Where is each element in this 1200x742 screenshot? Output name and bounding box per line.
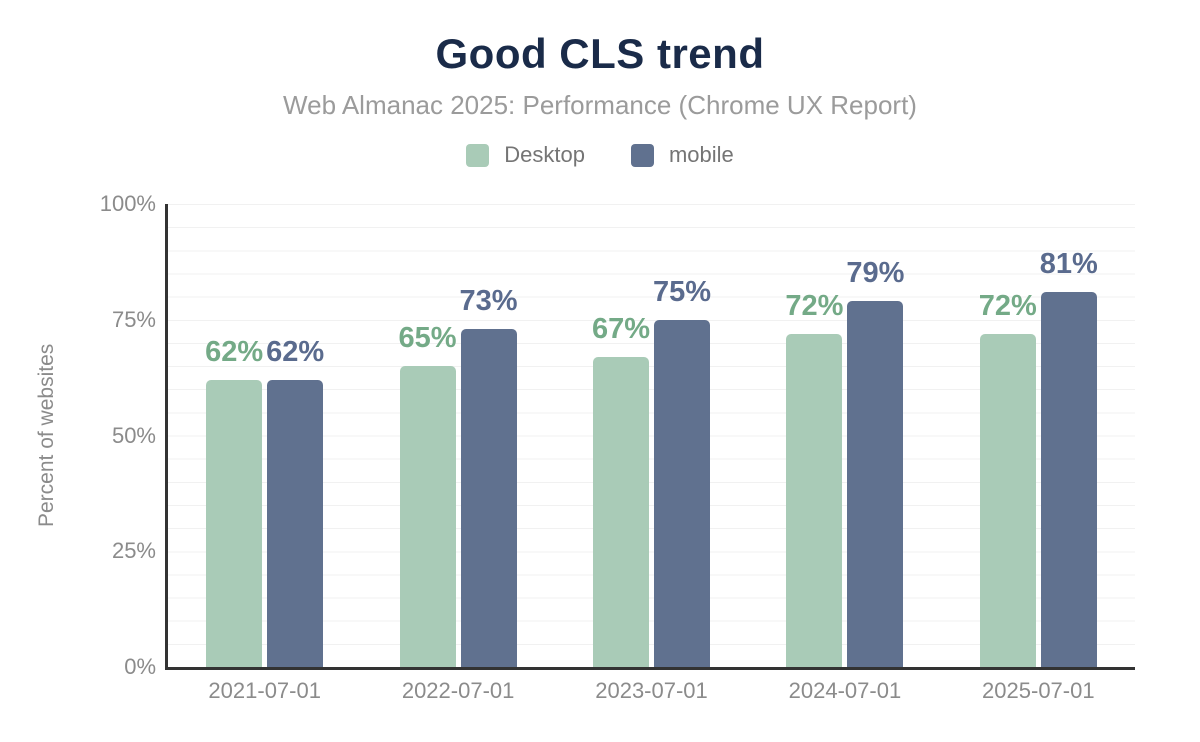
bar-mobile-2021-07-01[interactable]: 62% bbox=[266, 336, 324, 667]
y-axis-tick: 100% bbox=[99, 191, 156, 216]
legend-label: Desktop bbox=[504, 142, 585, 167]
chart-title: Good CLS trend bbox=[435, 30, 765, 77]
bar-value-label: 65% bbox=[398, 322, 457, 355]
x-axis-ticks: 2021-07-01 2022-07-01 2023-07-01 2024-07-01… bbox=[168, 678, 1135, 704]
legend-label: mobile bbox=[668, 142, 734, 167]
bar-mobile-2023-07-01[interactable]: 75% bbox=[653, 276, 711, 667]
legend-item-mobile[interactable]: mobile bbox=[630, 142, 734, 168]
y-axis-title: Percent of websites bbox=[35, 343, 58, 528]
bar-mobile-2025-07-01[interactable]: 81% bbox=[1040, 248, 1098, 667]
bar-group-2025-07-01: 72% 81% bbox=[979, 204, 1098, 667]
x-axis-tick: 2023-07-01 bbox=[595, 678, 708, 703]
legend-item-desktop[interactable]: Desktop bbox=[466, 142, 585, 168]
bar-value-label: 62% bbox=[266, 335, 325, 368]
x-axis-tick: 2025-07-01 bbox=[982, 678, 1095, 703]
bar-value-label: 81% bbox=[1039, 247, 1098, 280]
y-axis-tick: 25% bbox=[111, 538, 156, 564]
bar-value-label: 72% bbox=[785, 289, 844, 322]
bar-desktop-2025-07-01[interactable]: 72% bbox=[979, 290, 1037, 667]
bar-desktop-2022-07-01[interactable]: 65% bbox=[399, 322, 457, 667]
bar-group-2024-07-01: 72% 79% bbox=[785, 204, 904, 667]
x-axis-tick: 2024-07-01 bbox=[788, 678, 902, 703]
x-axis-tick: 2021-07-01 bbox=[208, 678, 321, 703]
y-axis-tick: 50% bbox=[111, 422, 156, 448]
bar-group-2021-07-01: 62% 62% bbox=[205, 204, 324, 667]
bar-mobile-2022-07-01[interactable]: 73% bbox=[460, 285, 518, 667]
bar-desktop-2023-07-01[interactable]: 67% bbox=[592, 313, 650, 667]
plot-area: 62% 62% 65% 73% 67% 75% 72% 79% 72% 81% bbox=[165, 204, 1135, 670]
legend: Desktop mobile bbox=[0, 142, 1200, 168]
bar-group-2023-07-01: 67% 75% bbox=[592, 204, 711, 667]
x-axis-tick: 2022-07-01 bbox=[401, 678, 515, 703]
bar-value-label: 73% bbox=[459, 285, 518, 318]
y-axis-tick: 0% bbox=[124, 654, 156, 679]
bar-value-label: 72% bbox=[978, 289, 1037, 322]
y-axis-tick: 75% bbox=[111, 306, 156, 332]
bar-desktop-2021-07-01[interactable]: 62% bbox=[205, 336, 263, 667]
bar-desktop-2024-07-01[interactable]: 72% bbox=[785, 290, 843, 667]
bar-group-2022-07-01: 65% 73% bbox=[399, 204, 518, 667]
bar-value-label: 67% bbox=[591, 312, 650, 345]
bar-value-label: 79% bbox=[846, 257, 905, 290]
legend-swatch-mobile bbox=[630, 143, 654, 167]
chart-subtitle: Web Almanac 2025: Performance (Chrome UX… bbox=[283, 90, 917, 120]
bar-value-label: 75% bbox=[652, 275, 711, 308]
bar-mobile-2024-07-01[interactable]: 79% bbox=[846, 257, 904, 667]
bar-value-label: 62% bbox=[205, 335, 264, 368]
legend-swatch-desktop bbox=[466, 143, 490, 167]
